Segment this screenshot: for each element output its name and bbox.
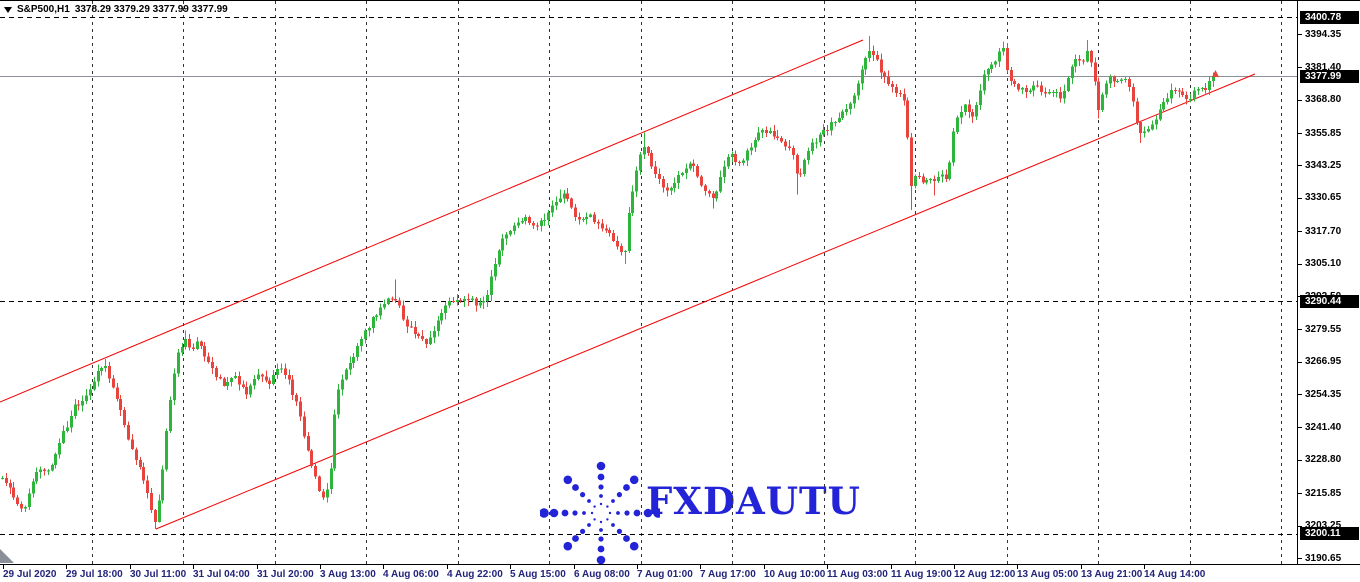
down-triangle-icon [4, 6, 12, 13]
price-axis[interactable]: 3394.35 3381.40 3368.80 3355.85 3343.25 3330.… [1297, 1, 1360, 564]
candlestick-chart[interactable] [0, 1, 1297, 564]
time-tick-label: 11 Aug 03:00 [827, 569, 888, 580]
chart-corner-marker-icon [0, 549, 14, 563]
price-tick-label: 3190.65 [1305, 553, 1342, 564]
price-tick-label: 3305.10 [1305, 258, 1342, 269]
price-tag: 3200.11 [1300, 527, 1359, 540]
time-tick [1144, 565, 1145, 569]
time-tick [510, 565, 511, 569]
time-tick [257, 565, 258, 569]
price-tick [1298, 526, 1302, 527]
time-tick [320, 565, 321, 569]
time-tick [1081, 565, 1082, 569]
ohlc-values: 3378.29 3379.29 3377.99 3377.99 [74, 4, 228, 15]
time-tick-label: 7 Aug 17:00 [700, 569, 756, 580]
time-tick-label: 3 Aug 13:00 [320, 569, 376, 580]
price-tick-label: 3203.25 [1305, 520, 1342, 531]
time-tick [66, 565, 67, 569]
time-tick-label: 13 Aug 05:00 [1017, 569, 1079, 580]
time-tick-label: 31 Jul 20:00 [257, 569, 314, 580]
time-tick-label: 29 Jul 18:00 [66, 569, 123, 580]
price-tick [1298, 67, 1302, 68]
price-tick-label: 3241.40 [1305, 422, 1342, 433]
time-tick [130, 565, 131, 569]
price-tick-label: 3228.80 [1305, 454, 1342, 465]
time-tick-label: 6 Aug 08:00 [574, 569, 630, 580]
time-tick [637, 565, 638, 569]
price-tick-label: 3394.35 [1305, 29, 1342, 40]
time-tick-label: 13 Aug 21:00 [1081, 569, 1143, 580]
time-tick-label: 30 Jul 11:00 [130, 569, 187, 580]
price-tag: 3377.99 [1300, 70, 1359, 83]
time-axis[interactable]: 29 Jul 2020 29 Jul 18:00 30 Jul 11:00 31 Ju… [0, 564, 1360, 582]
symbol-title: S&P500,H1 3378.29 3379.29 3377.99 3377.9… [4, 4, 228, 15]
time-tick-label: 4 Aug 06:00 [383, 569, 439, 580]
time-tick-label: 7 Aug 01:00 [637, 569, 693, 580]
price-tick [1298, 493, 1302, 494]
time-tick-label: 14 Aug 14:00 [1144, 569, 1206, 580]
time-tick-label: 5 Aug 15:00 [510, 569, 566, 580]
price-tick-label: 3254.35 [1305, 389, 1342, 400]
price-tick-label: 3343.25 [1305, 160, 1342, 171]
time-tick-label: 11 Aug 19:00 [891, 569, 952, 580]
price-tag: 3290.44 [1300, 295, 1359, 308]
time-tick-label: 29 Jul 2020 [3, 569, 57, 580]
price-tick [1298, 329, 1302, 330]
price-tick [1298, 264, 1302, 265]
price-tick-label: 3368.80 [1305, 94, 1342, 105]
chart-canvas[interactable]: FXDAUTU [0, 1, 1297, 565]
time-tick [954, 565, 955, 569]
time-tick [3, 565, 4, 569]
time-tick [764, 565, 765, 569]
price-tick [1298, 558, 1302, 559]
price-tick [1298, 394, 1302, 395]
price-tick [1298, 165, 1302, 166]
price-tick-label: 3266.95 [1305, 356, 1342, 367]
price-tick-label: 3279.55 [1305, 324, 1342, 335]
price-tick [1298, 133, 1302, 134]
price-tick [1298, 198, 1302, 199]
current-price-arrow-icon [1212, 70, 1219, 77]
time-tick [1017, 565, 1018, 569]
price-tick [1298, 362, 1302, 363]
time-tick-label: 12 Aug 12:00 [954, 569, 1016, 580]
price-tick-label: 3317.70 [1305, 226, 1342, 237]
price-tick-label: 3330.65 [1305, 192, 1342, 203]
time-tick [891, 565, 892, 569]
symbol-period-label: S&P500,H1 [17, 4, 70, 15]
price-tick [1298, 231, 1302, 232]
time-tick [383, 565, 384, 569]
time-tick-label: 4 Aug 22:00 [447, 569, 503, 580]
time-tick-label: 31 Jul 04:00 [193, 569, 250, 580]
price-tick-label: 3215.85 [1305, 488, 1342, 499]
price-tick-label: 3355.85 [1305, 128, 1342, 139]
time-tick [447, 565, 448, 569]
price-tick [1298, 460, 1302, 461]
price-tick [1298, 427, 1302, 428]
price-tick-label: 3381.40 [1305, 62, 1342, 73]
candles [1, 36, 1215, 529]
time-tick [700, 565, 701, 569]
time-tick [827, 565, 828, 569]
price-tick [1298, 100, 1302, 101]
time-tick [193, 565, 194, 569]
starburst-logo-icon [540, 461, 660, 565]
price-tick [1298, 34, 1302, 35]
time-tick-label: 10 Aug 10:00 [764, 569, 826, 580]
price-tag: 3400.78 [1300, 11, 1359, 24]
time-tick [574, 565, 575, 569]
